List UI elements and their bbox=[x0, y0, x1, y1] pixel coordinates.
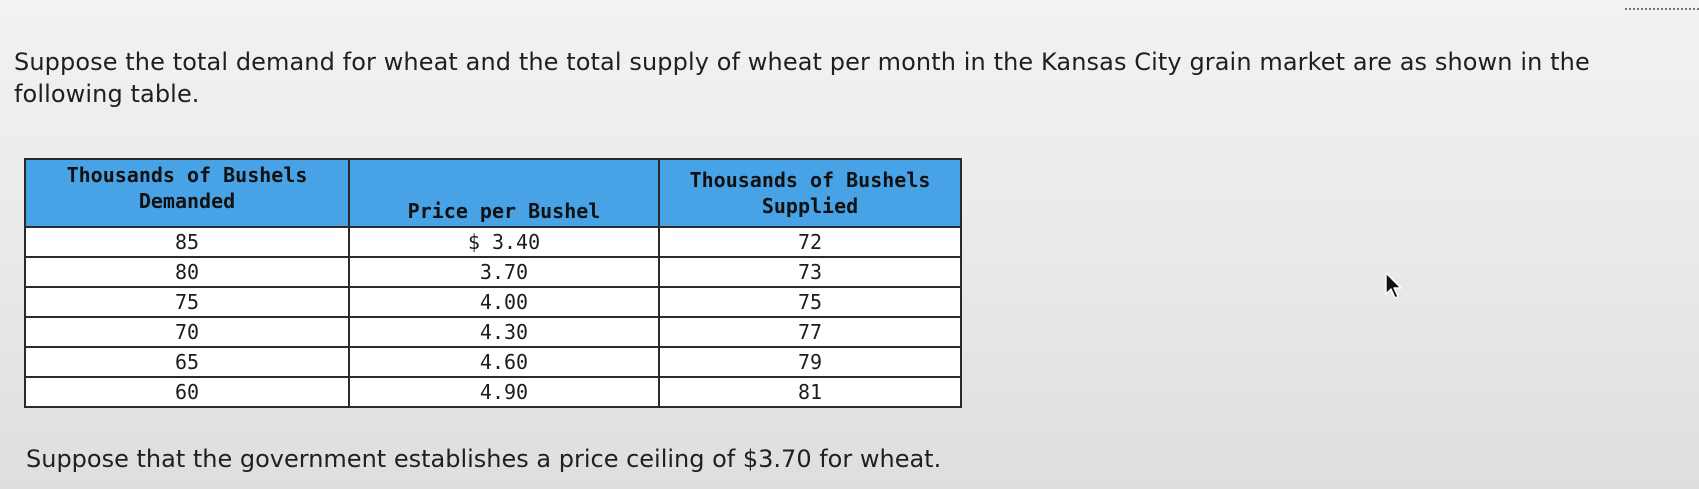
cell-price: 4.30 bbox=[348, 316, 660, 348]
cell-supplied: 77 bbox=[658, 316, 962, 348]
question-intro: Suppose the total demand for wheat and t… bbox=[14, 48, 1590, 108]
cell-supplied: 75 bbox=[658, 286, 962, 318]
table-row: 80 3.70 73 bbox=[24, 256, 962, 288]
cell-supplied: 81 bbox=[658, 376, 962, 408]
table-header-row: Thousands of Bushels Demanded Price per … bbox=[24, 158, 962, 228]
cell-supplied: 73 bbox=[658, 256, 962, 288]
cell-demanded: 80 bbox=[24, 256, 350, 288]
table-row: 70 4.30 77 bbox=[24, 316, 962, 348]
cell-price: 4.60 bbox=[348, 346, 660, 378]
table-row: 85 $ 3.40 72 bbox=[24, 226, 962, 258]
cell-price: 3.70 bbox=[348, 256, 660, 288]
supply-demand-table: Thousands of Bushels Demanded Price per … bbox=[24, 158, 962, 408]
table-row: 65 4.60 79 bbox=[24, 346, 962, 378]
header-supplied: Thousands of Bushels Supplied bbox=[658, 158, 962, 228]
cell-supplied: 72 bbox=[658, 226, 962, 258]
cell-demanded: 70 bbox=[24, 316, 350, 348]
mouse-pointer-icon bbox=[1385, 272, 1402, 299]
cell-price: $ 3.40 bbox=[348, 226, 660, 258]
table-row: 60 4.90 81 bbox=[24, 376, 962, 408]
header-price: Price per Bushel bbox=[348, 158, 660, 228]
table-row: 75 4.00 75 bbox=[24, 286, 962, 318]
cell-demanded: 65 bbox=[24, 346, 350, 378]
cell-supplied: 79 bbox=[658, 346, 962, 378]
cell-demanded: 60 bbox=[24, 376, 350, 408]
header-demanded: Thousands of Bushels Demanded bbox=[24, 158, 350, 228]
cell-price: 4.90 bbox=[348, 376, 660, 408]
cell-demanded: 75 bbox=[24, 286, 350, 318]
data-table-container: Thousands of Bushels Demanded Price per … bbox=[24, 158, 962, 408]
cell-demanded: 85 bbox=[24, 226, 350, 258]
cell-price: 4.00 bbox=[348, 286, 660, 318]
question-footer: Suppose that the government establishes … bbox=[26, 445, 942, 473]
corner-mark bbox=[1625, 0, 1699, 10]
